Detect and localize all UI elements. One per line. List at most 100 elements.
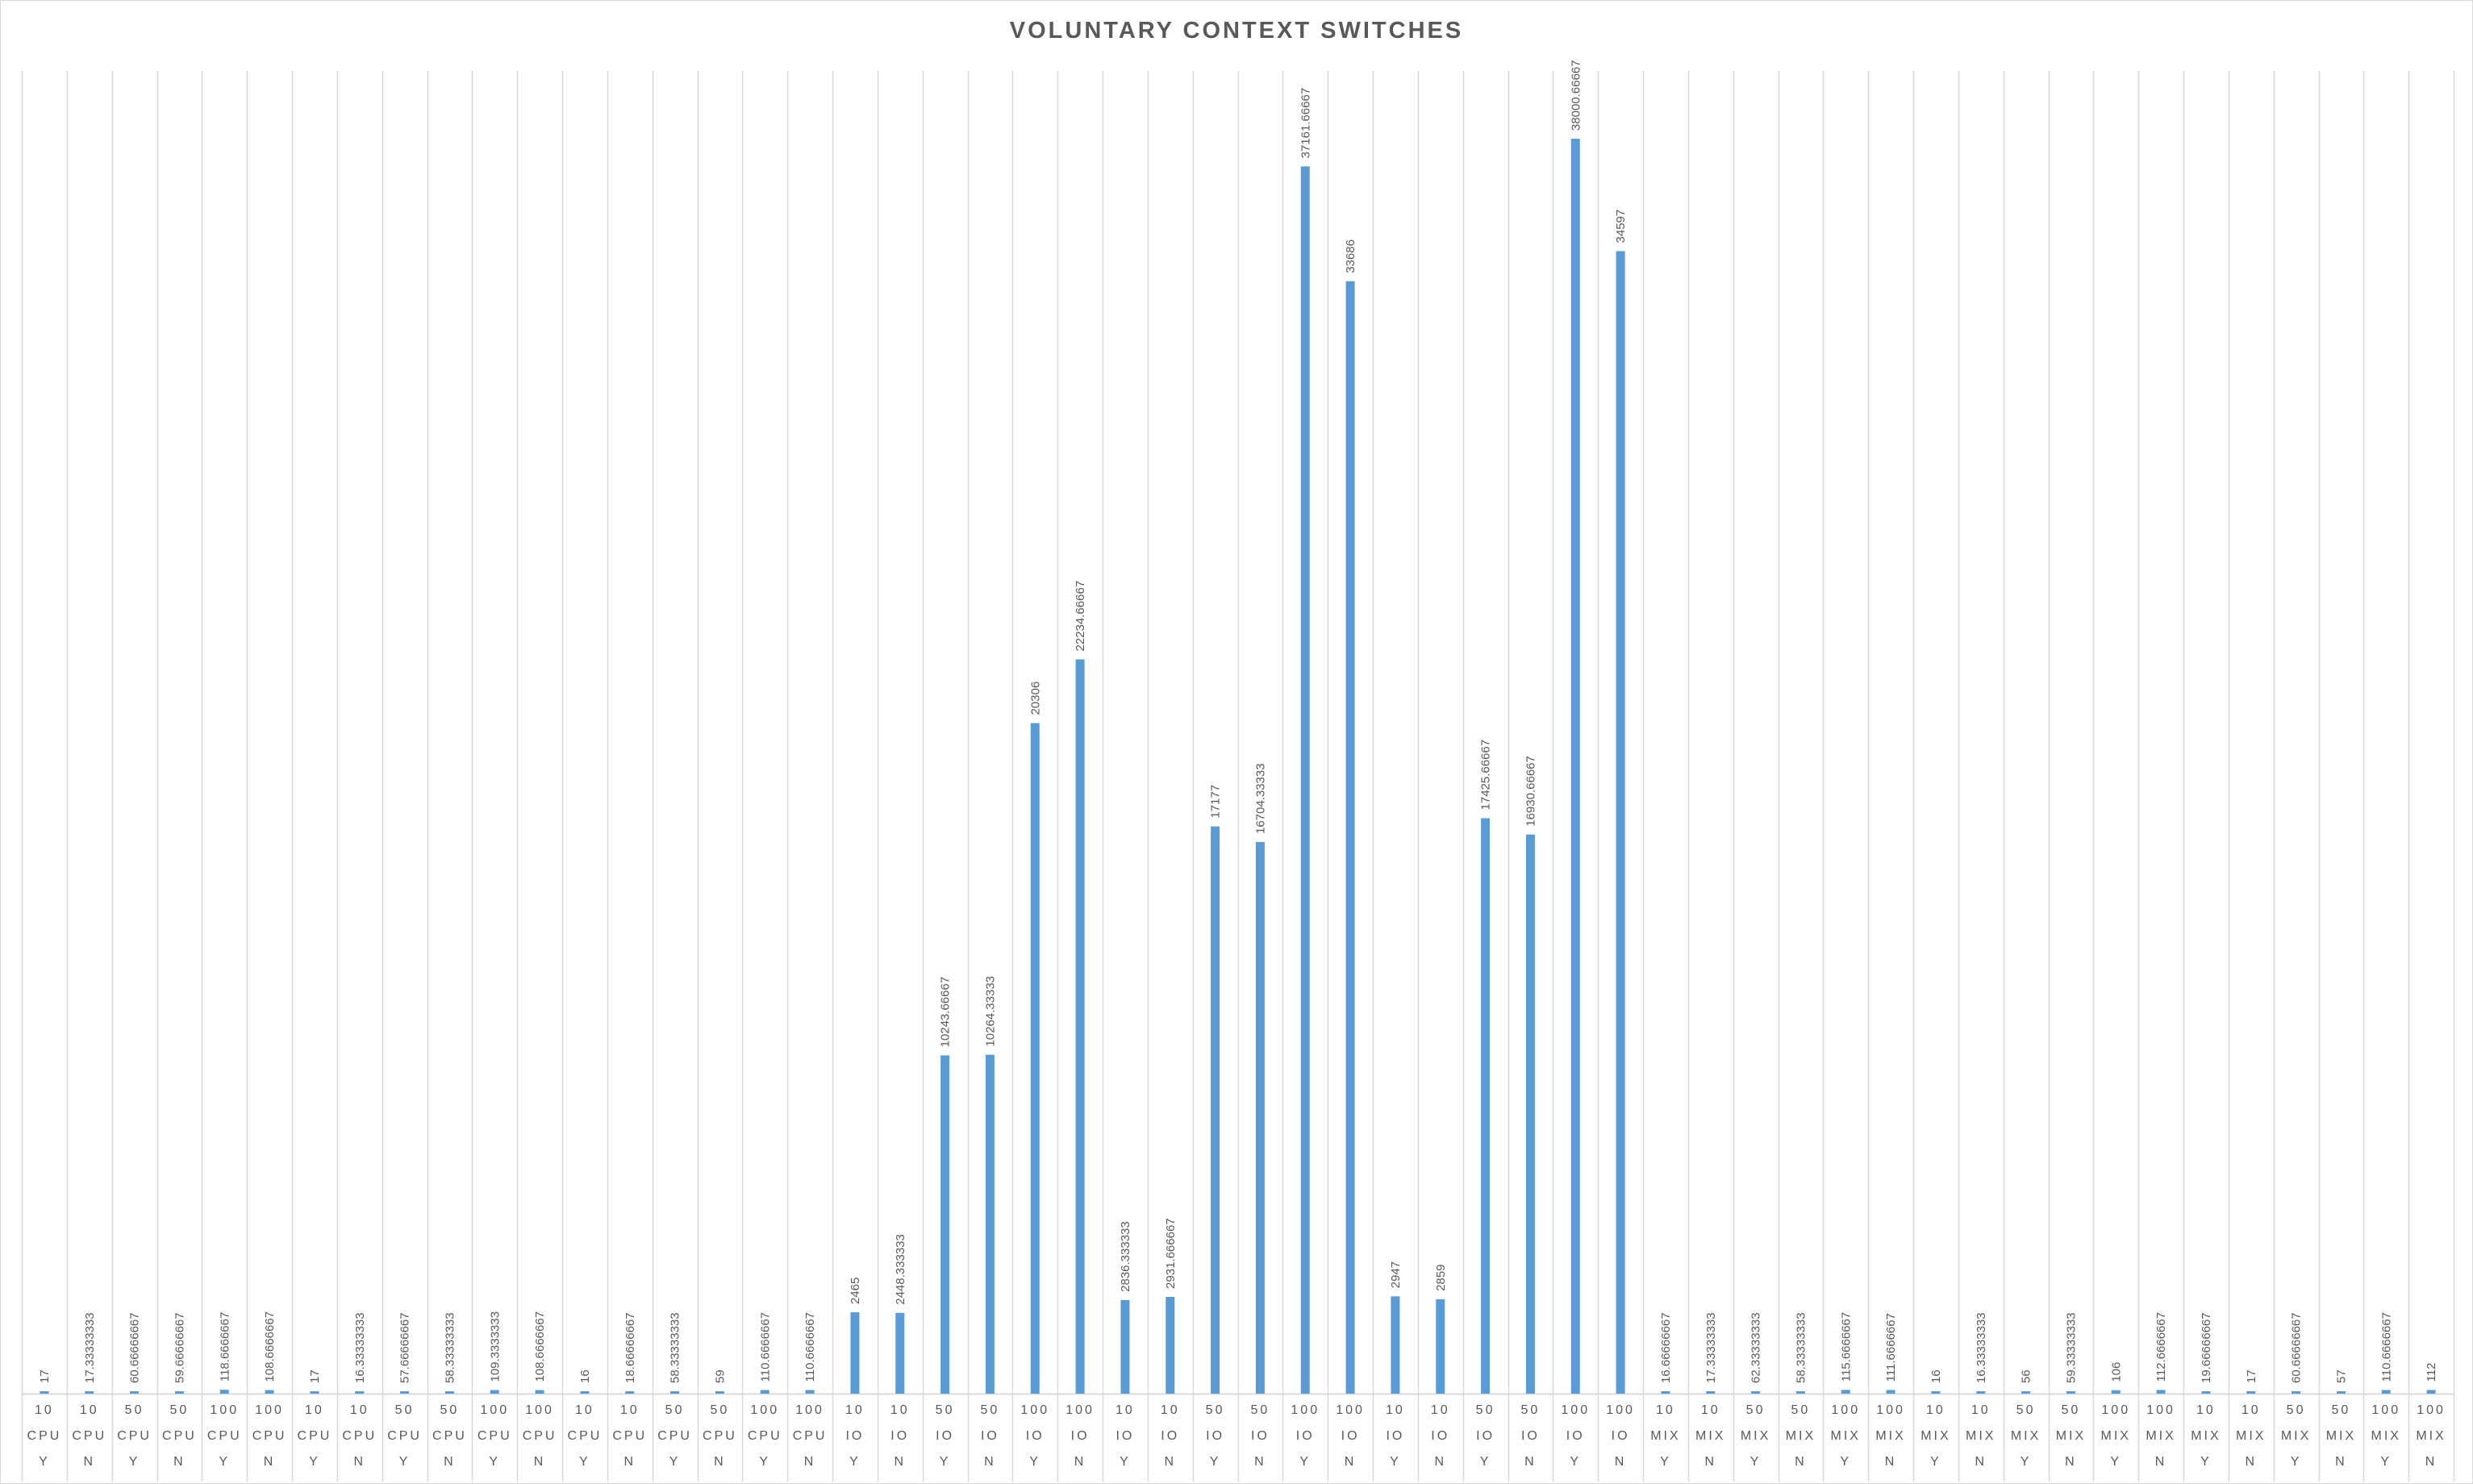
category-tick-label: 100 xyxy=(1831,1403,1860,1417)
bar xyxy=(40,1391,49,1394)
category-tick-label: N xyxy=(534,1455,546,1469)
bar xyxy=(805,1390,815,1394)
category-tick-label: Y xyxy=(489,1455,500,1469)
data-label: 2448.333333 xyxy=(894,1234,907,1305)
bar xyxy=(1841,1390,1850,1394)
bar xyxy=(2201,1391,2211,1394)
category-tick-label: N xyxy=(894,1455,906,1469)
category-tick-label: 50 xyxy=(1476,1403,1495,1417)
bar xyxy=(715,1391,724,1394)
bar xyxy=(2111,1390,2121,1394)
category-tick-label: N xyxy=(1615,1455,1627,1469)
category-tick-label: CPU xyxy=(568,1429,603,1443)
data-label: 59 xyxy=(713,1369,727,1383)
category-tick-label: 10 xyxy=(890,1403,910,1417)
category-tick-label: Y xyxy=(1930,1455,1941,1469)
bar xyxy=(1436,1298,1445,1394)
category-tick-label: N xyxy=(714,1455,726,1469)
category-tick-label: MIX xyxy=(2326,1429,2356,1443)
data-label: 17 xyxy=(2245,1369,2258,1383)
category-tick-label: CPU xyxy=(478,1429,512,1443)
category-tick-label: N xyxy=(2155,1455,2167,1469)
category-tick-label: Y xyxy=(579,1455,590,1469)
data-label: 34597 xyxy=(1614,210,1628,244)
category-tick-label: 100 xyxy=(1561,1403,1590,1417)
data-label: 16.66666667 xyxy=(1659,1312,1673,1383)
data-label: 112.6666667 xyxy=(2154,1312,2168,1382)
data-label: 16704.33333 xyxy=(1253,763,1267,834)
category-tick-label: MIX xyxy=(2056,1429,2086,1443)
category-tick-label: CPU xyxy=(117,1429,152,1443)
data-label: 59.33333333 xyxy=(2064,1312,2078,1383)
category-tick-label: IO xyxy=(1026,1429,1045,1443)
category-tick-label: IO xyxy=(1521,1429,1540,1443)
category-tick-label: N xyxy=(804,1455,816,1469)
category-tick-label: 100 xyxy=(1876,1403,1905,1417)
category-tick-label: 10 xyxy=(845,1403,865,1417)
data-label: 16.33333333 xyxy=(353,1312,367,1383)
data-label: 111.6666667 xyxy=(1884,1313,1898,1382)
data-label: 110.6666667 xyxy=(2379,1312,2393,1382)
data-label: 22234.66667 xyxy=(1074,581,1087,652)
bar xyxy=(1616,251,1625,1394)
category-tick-label: IO xyxy=(1431,1429,1449,1443)
category-tick-label: MIX xyxy=(1875,1429,1905,1443)
category-tick-label: IO xyxy=(1071,1429,1090,1443)
category-tick-label: CPU xyxy=(342,1429,377,1443)
category-tick-label: 50 xyxy=(1521,1403,1541,1417)
category-tick-label: 100 xyxy=(1336,1403,1365,1417)
data-label: 57 xyxy=(2334,1369,2348,1383)
category-tick-label: 10 xyxy=(1116,1403,1135,1417)
data-label: 118.6666667 xyxy=(218,1312,231,1382)
bar xyxy=(2426,1390,2436,1394)
bar xyxy=(2246,1391,2256,1394)
bar xyxy=(1886,1390,1895,1394)
category-tick-label: IO xyxy=(1612,1429,1630,1443)
data-label: 20306 xyxy=(1028,682,1042,715)
category-tick-label: Y xyxy=(219,1455,230,1469)
category-tick-label: 100 xyxy=(1291,1403,1320,1417)
bar xyxy=(1345,281,1355,1394)
category-tick-label: N xyxy=(2335,1455,2347,1469)
category-tick-label: 50 xyxy=(170,1403,190,1417)
category-tick-label: IO xyxy=(981,1429,999,1443)
bar xyxy=(2156,1390,2166,1394)
data-label: 112 xyxy=(2425,1362,2438,1382)
data-label: 109.3333333 xyxy=(488,1311,502,1382)
category-tick-label: IO xyxy=(1341,1429,1360,1443)
category-tick-label: Y xyxy=(1390,1455,1401,1469)
category-tick-label: CPU xyxy=(162,1429,197,1443)
category-tick-label: MIX xyxy=(1786,1429,1816,1443)
category-tick-label: 50 xyxy=(2016,1403,2036,1417)
bar xyxy=(130,1391,140,1394)
category-tick-label: Y xyxy=(1299,1455,1311,1469)
category-tick-label: 50 xyxy=(1251,1403,1270,1417)
category-tick-label: N xyxy=(984,1455,996,1469)
category-tick-label: Y xyxy=(1570,1455,1581,1469)
category-tick-label: Y xyxy=(2291,1455,2302,1469)
data-label: 16930.66667 xyxy=(1524,756,1537,827)
category-tick-label: Y xyxy=(129,1455,140,1469)
category-tick-label: 100 xyxy=(2417,1403,2446,1417)
data-label: 115.6666667 xyxy=(1839,1312,1853,1382)
category-tick-label: CPU xyxy=(657,1429,692,1443)
category-tick-label: MIX xyxy=(2191,1429,2221,1443)
bar xyxy=(1931,1391,1941,1394)
category-tick-label: MIX xyxy=(2011,1429,2041,1443)
category-tick-label: 10 xyxy=(2242,1403,2261,1417)
category-tick-label: 10 xyxy=(1431,1403,1450,1417)
data-label: 57.66666667 xyxy=(398,1312,412,1383)
category-tick-label: N xyxy=(173,1455,186,1469)
category-tick-label: 10 xyxy=(620,1403,640,1417)
bar xyxy=(850,1312,860,1394)
category-tick-label: N xyxy=(2065,1455,2077,1469)
category-tick-label: Y xyxy=(1210,1455,1221,1469)
category-tick-label: CPU xyxy=(793,1429,828,1443)
bar xyxy=(1391,1296,1400,1394)
category-tick-label: 100 xyxy=(2101,1403,2130,1417)
category-tick-label: MIX xyxy=(1831,1429,1861,1443)
data-label: 2836.333333 xyxy=(1119,1221,1132,1292)
bar xyxy=(355,1391,365,1394)
category-tick-label: 100 xyxy=(255,1403,284,1417)
